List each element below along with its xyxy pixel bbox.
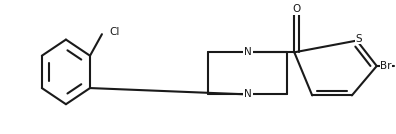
Text: Br: Br (380, 61, 392, 71)
Text: N: N (244, 89, 251, 99)
Text: Cl: Cl (110, 27, 120, 37)
Text: S: S (356, 34, 362, 44)
Text: O: O (292, 4, 301, 14)
Text: N: N (244, 47, 251, 57)
